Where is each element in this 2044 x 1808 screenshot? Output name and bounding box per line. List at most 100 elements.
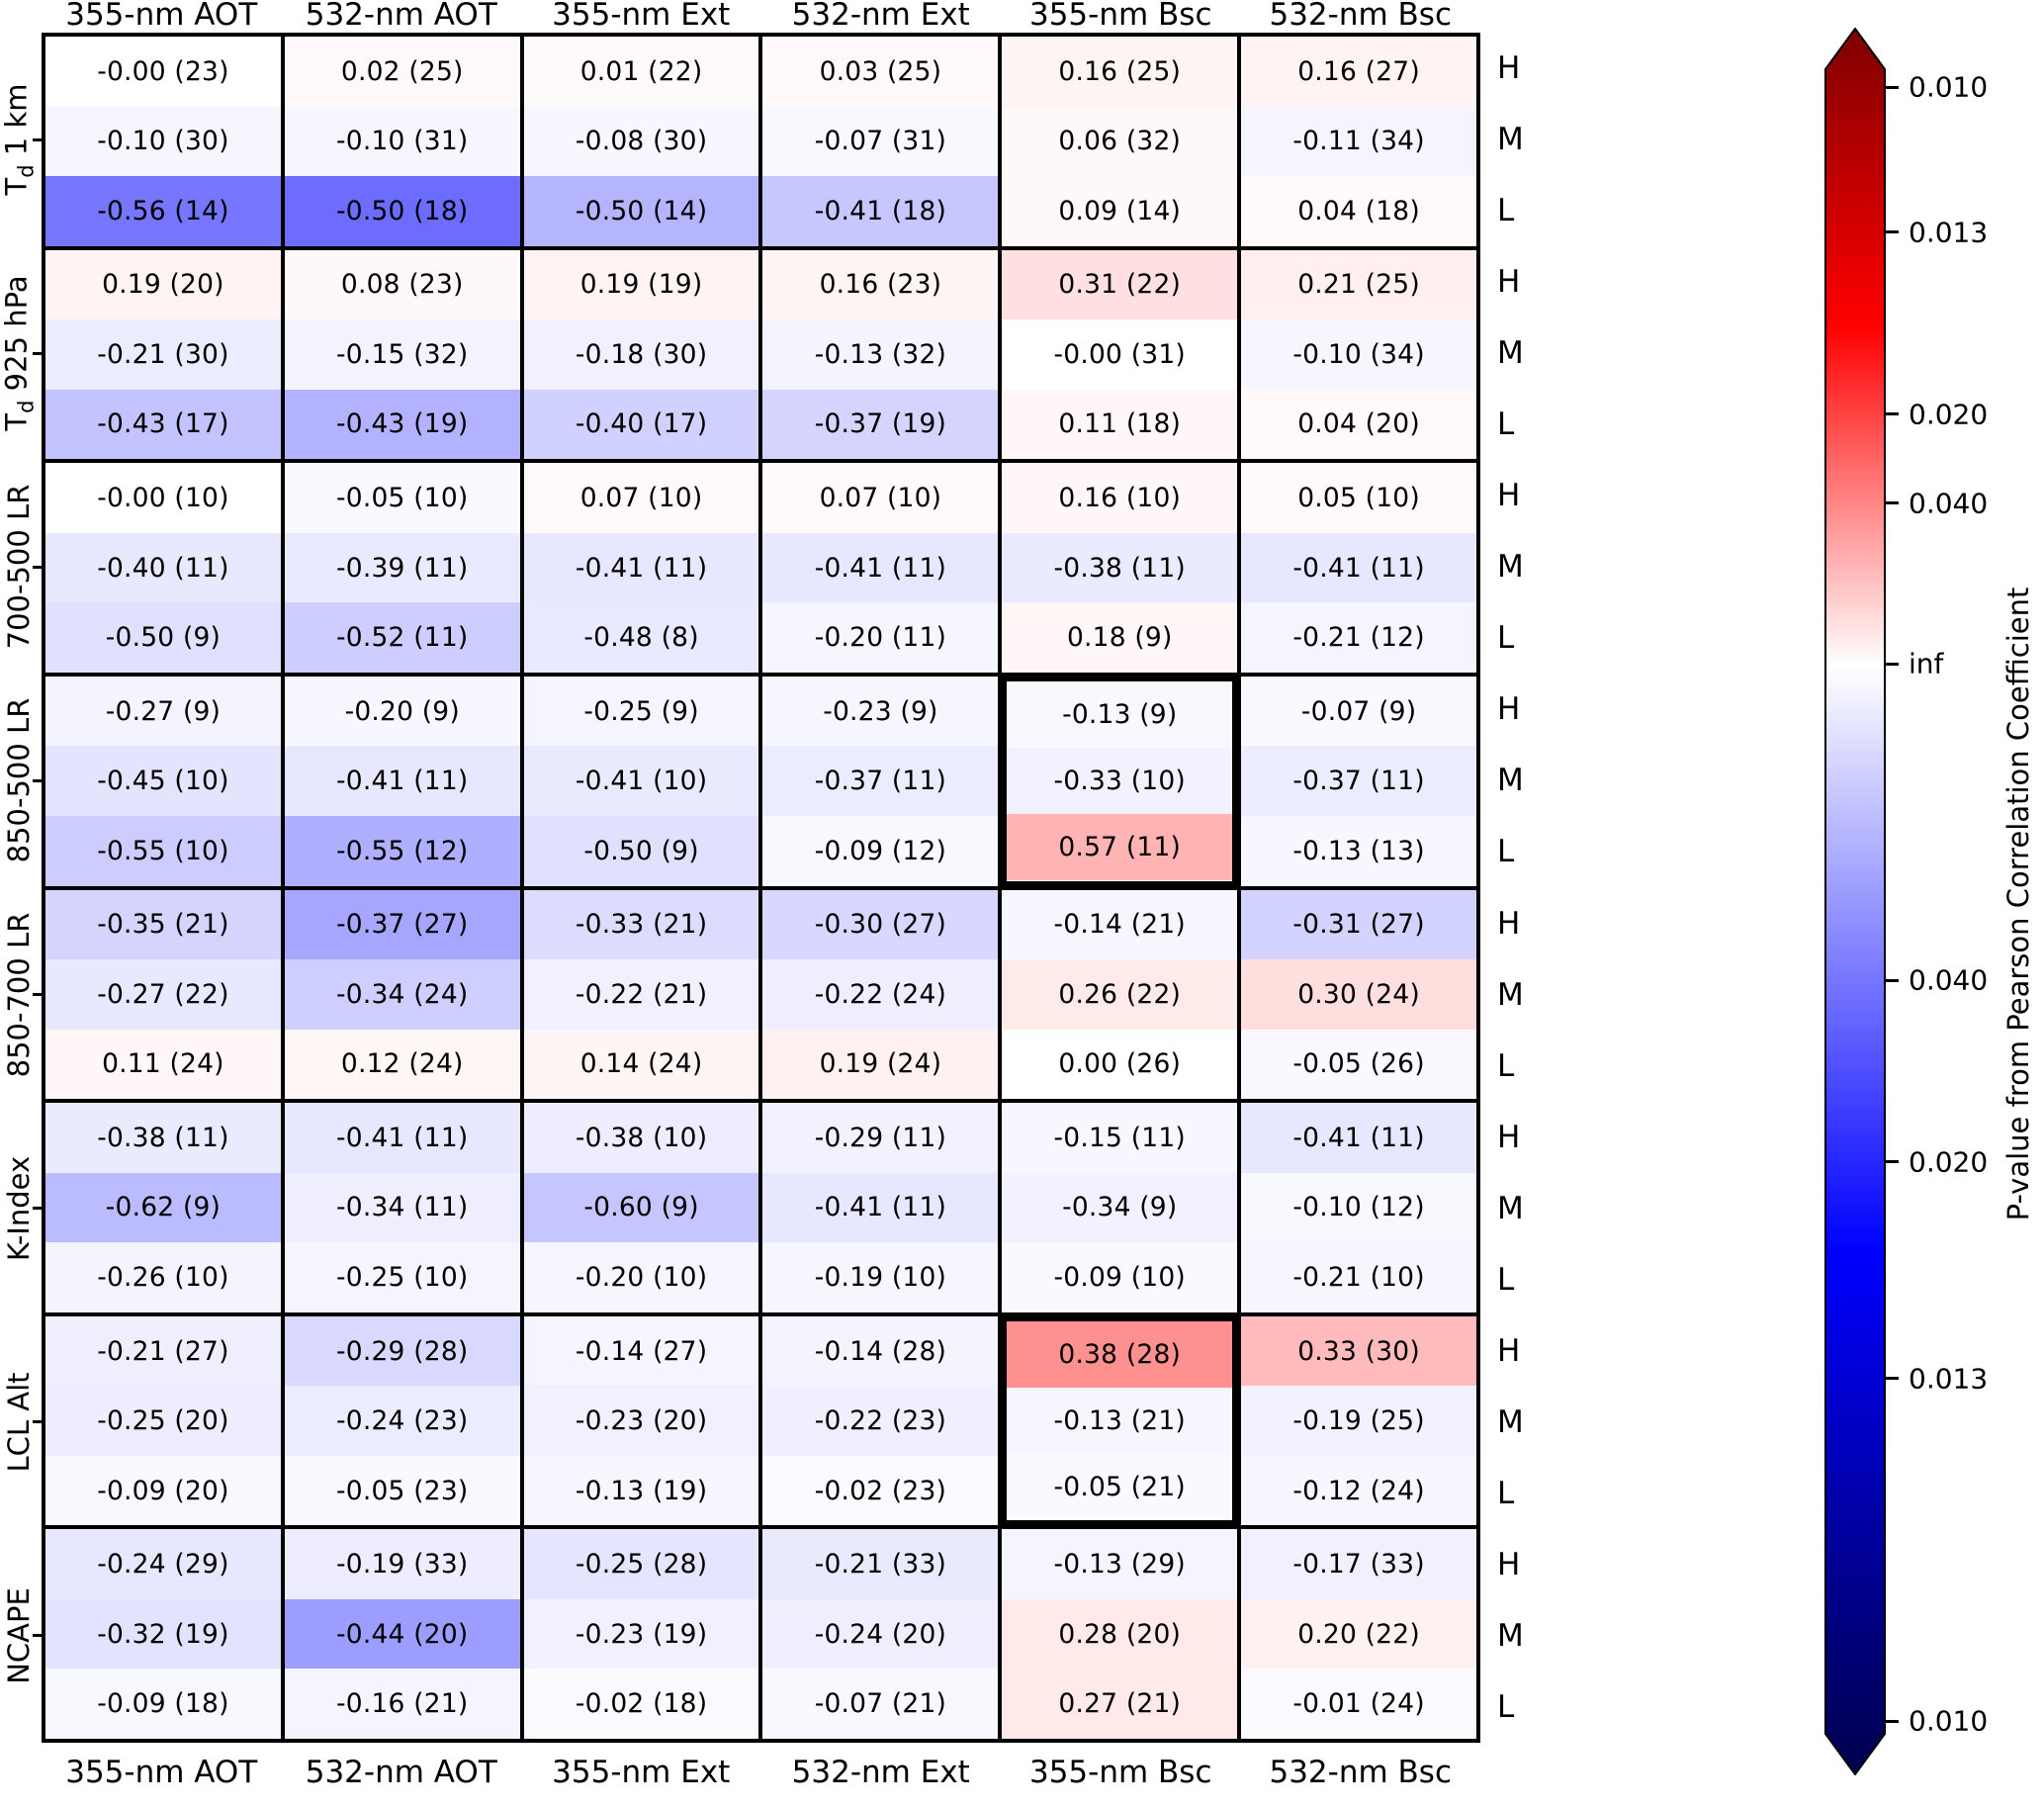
heatmap-cell: 0.16 (27) [1241, 37, 1476, 107]
heatmap-block: 0.16 (23) -0.13 (32) -0.37 (19) [760, 247, 1001, 462]
heatmap-cell: -0.00 (23) [45, 37, 281, 107]
heatmap-cell: -0.41 (11) [284, 1103, 520, 1173]
heatmap-cell: 0.03 (25) [762, 37, 999, 107]
column-header-3: 355-nm Ext [552, 0, 731, 33]
heatmap-block: 0.19 (20) -0.21 (30) -0.43 (17) [44, 247, 283, 462]
row-group-label-4: 850-500 LR [2, 698, 36, 863]
level-label: L [1497, 1688, 1515, 1725]
heatmap-cell: -0.24 (23) [284, 1386, 520, 1456]
heatmap-cell: 0.01 (22) [523, 37, 759, 107]
heatmap-cell: -0.15 (32) [284, 319, 520, 390]
colorbar-tick [1885, 1719, 1899, 1723]
heatmap-cell: -0.37 (27) [284, 889, 520, 960]
heatmap-block: -0.07 (9) -0.37 (11) -0.13 (13) [1239, 674, 1478, 888]
heatmap-cell: 0.00 (26) [1002, 1029, 1238, 1100]
colorbar-tick-label: 0.013 [1909, 1362, 1989, 1396]
heatmap-block: -0.15 (11) -0.34 (9) -0.09 (10) [1000, 1101, 1240, 1314]
level-label: M [1497, 122, 1524, 158]
heatmap-cell: -0.37 (19) [762, 389, 999, 460]
heatmap-block: -0.29 (11) -0.41 (11) -0.19 (10) [760, 1101, 1001, 1314]
heatmap-cell: -0.07 (31) [762, 106, 999, 177]
heatmap-block: -0.29 (28) -0.24 (23) -0.05 (23) [282, 1313, 522, 1528]
heatmap-cell: -0.34 (11) [284, 1172, 520, 1243]
heatmap-cell: 0.04 (20) [1241, 389, 1476, 460]
heatmap-cell: -0.29 (11) [762, 1103, 999, 1173]
heatmap-cell: -0.01 (24) [1241, 1669, 1476, 1740]
heatmap-cell: -0.17 (33) [1241, 1529, 1476, 1599]
heatmap-cell: -0.23 (20) [523, 1386, 759, 1456]
heatmap-cell: -0.56 (14) [45, 176, 281, 246]
y-axis-tick [33, 137, 42, 141]
heatmap-block: -0.25 (28) -0.23 (19) -0.02 (18) [521, 1527, 761, 1741]
column-header-5: 355-nm Bsc [1028, 0, 1212, 33]
heatmap-cell: -0.05 (10) [284, 463, 520, 533]
heatmap-block: 0.07 (10) -0.41 (11) -0.20 (11) [760, 461, 1001, 675]
heatmap-cell: -0.05 (23) [284, 1455, 520, 1526]
heatmap-block: 0.38 (28) -0.13 (21) -0.05 (21) [1000, 1313, 1240, 1528]
heatmap-cell: -0.25 (28) [523, 1529, 759, 1599]
heatmap-cell: -0.22 (23) [762, 1386, 999, 1456]
heatmap-cell: -0.13 (19) [523, 1455, 759, 1526]
level-label: H [1497, 264, 1521, 301]
heatmap-cell: 0.31 (22) [1002, 249, 1238, 320]
y-axis-tick [33, 1207, 42, 1211]
heatmap-cell: -0.41 (11) [1241, 1103, 1476, 1173]
heatmap-cell: 0.09 (14) [1002, 176, 1238, 246]
heatmap-block: -0.27 (9) -0.45 (10) -0.55 (10) [44, 674, 283, 888]
heatmap-cell: -0.27 (9) [45, 676, 281, 747]
heatmap-cell: 0.02 (25) [284, 37, 520, 107]
heatmap-block: -0.23 (9) -0.37 (11) -0.09 (12) [760, 674, 1001, 888]
colorbar-tick-label: 0.020 [1909, 1145, 1989, 1179]
heatmap-cell: -0.29 (28) [284, 1315, 520, 1387]
heatmap-cell: -0.14 (28) [762, 1315, 999, 1387]
colorbar-tick [1885, 1160, 1899, 1164]
colorbar-tick [1885, 662, 1899, 666]
column-header-1: 355-nm AOT [65, 0, 258, 33]
heatmap-cell: -0.45 (10) [45, 746, 281, 816]
heatmap-cell: -0.23 (9) [762, 676, 999, 747]
heatmap-cell: -0.13 (9) [1007, 680, 1233, 749]
heatmap-cell: -0.25 (10) [284, 1242, 520, 1312]
heatmap-block: -0.30 (27) -0.22 (24) 0.19 (24) [760, 887, 1001, 1102]
heatmap-cell: -0.21 (33) [762, 1529, 999, 1599]
heatmap-cell: -0.24 (20) [762, 1598, 999, 1670]
heatmap-cell: 0.07 (10) [762, 463, 999, 533]
heatmap-cell: 0.27 (21) [1002, 1669, 1238, 1740]
heatmap-cell: 0.14 (24) [523, 1029, 759, 1100]
heatmap-cell: -0.20 (11) [762, 602, 999, 673]
heatmap-cell: -0.40 (11) [45, 532, 281, 603]
heatmap-cell: -0.21 (27) [45, 1315, 281, 1387]
heatmap-cell: -0.41 (11) [284, 746, 520, 816]
heatmap-cell: -0.55 (12) [284, 815, 520, 886]
heatmap-block: 0.08 (23) -0.15 (32) -0.43 (19) [282, 247, 522, 462]
heatmap-cell: 0.19 (24) [762, 1029, 999, 1100]
heatmap-cell: -0.41 (11) [523, 532, 759, 603]
heatmap-cell: -0.00 (10) [45, 463, 281, 533]
heatmap-cell: -0.15 (11) [1002, 1103, 1238, 1173]
heatmap-block: 0.02 (25) -0.10 (31) -0.50 (18) [282, 35, 522, 248]
heatmap-block: 0.16 (27) -0.11 (34) 0.04 (18) [1239, 35, 1478, 248]
heatmap-cell: -0.20 (10) [523, 1242, 759, 1312]
heatmap-block: 0.07 (10) -0.41 (11) -0.48 (8) [521, 461, 761, 675]
heatmap-cell: -0.10 (31) [284, 106, 520, 177]
heatmap-cell: -0.41 (11) [762, 532, 999, 603]
heatmap-block: 0.16 (10) -0.38 (11) 0.18 (9) [1000, 461, 1240, 675]
column-header-6: 532-nm Bsc [1269, 1755, 1453, 1790]
colorbar-tick-label: 0.013 [1909, 216, 1989, 249]
heatmap-cell: -0.14 (21) [1002, 889, 1238, 960]
heatmap-cell: -0.27 (22) [45, 959, 281, 1030]
heatmap-cell: -0.38 (11) [45, 1103, 281, 1173]
heatmap-cell: -0.10 (12) [1241, 1172, 1476, 1243]
heatmap-cell: -0.50 (9) [45, 602, 281, 673]
heatmap-cell: -0.44 (20) [284, 1598, 520, 1670]
heatmap-cell: -0.40 (17) [523, 389, 759, 460]
level-label: L [1497, 1047, 1515, 1084]
level-label: M [1497, 976, 1524, 1013]
heatmap-cell: -0.25 (9) [523, 676, 759, 747]
heatmap-cell: 0.04 (18) [1241, 176, 1476, 246]
level-label: M [1497, 1403, 1524, 1440]
heatmap-cell: -0.41 (11) [1241, 532, 1476, 603]
heatmap-cell: -0.13 (29) [1002, 1529, 1238, 1599]
heatmap-cell: -0.12 (24) [1241, 1455, 1476, 1526]
heatmap-cell: -0.07 (9) [1241, 676, 1476, 747]
